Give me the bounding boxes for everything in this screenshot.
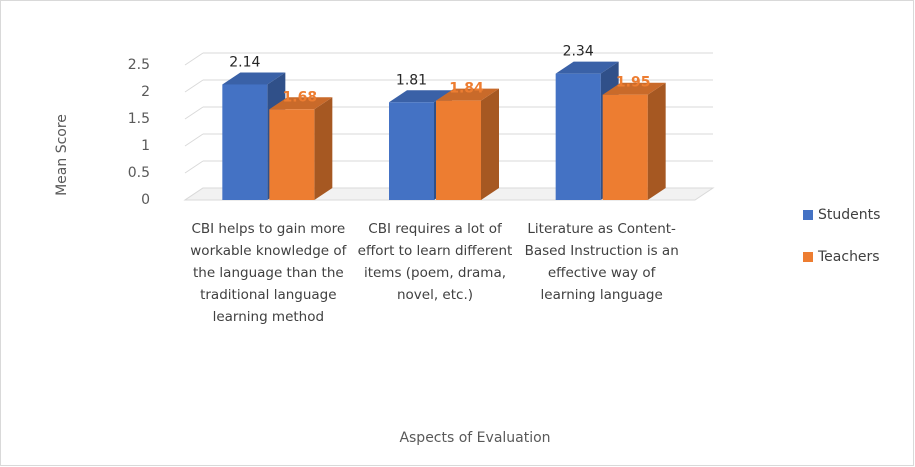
data-label: 1.95 (616, 75, 651, 91)
bar (222, 84, 268, 200)
legend-label: Teachers (817, 249, 880, 265)
bar (555, 73, 601, 200)
bar-top (555, 61, 619, 74)
y-tick-label: 2 (141, 84, 150, 100)
data-label: 2.14 (229, 54, 260, 70)
x-tick-label: CBI requires a lot of effort to learn di… (357, 221, 513, 303)
data-label: 2.34 (563, 44, 594, 60)
bar-top (222, 72, 286, 85)
grid-line-side (184, 133, 204, 147)
x-tick-label: Literature as Content-Based Instruction … (524, 221, 679, 303)
legend-swatch (803, 252, 813, 262)
data-label: 1.68 (283, 89, 318, 105)
bar (602, 94, 648, 200)
y-tick-label: 1 (141, 138, 150, 154)
bar (436, 100, 481, 200)
x-tick-label: CBI helps to gain more workable knowledg… (190, 221, 347, 325)
bar-top (269, 97, 333, 110)
y-axis-title: Mean Score (54, 114, 70, 196)
grid-line-side (184, 79, 204, 93)
bar-side (314, 97, 333, 200)
bar (389, 102, 434, 200)
y-tick-label: 0 (141, 192, 150, 208)
legend-label: Students (818, 207, 880, 223)
bar (269, 109, 315, 200)
data-label: 1.81 (396, 72, 427, 88)
x-axis-title: Aspects of Evaluation (399, 430, 550, 446)
grid-line-side (184, 52, 204, 66)
bar-top (602, 82, 666, 95)
bar-side (647, 82, 666, 200)
y-tick-label: 2.5 (128, 57, 150, 73)
bar-side (481, 88, 499, 200)
legend-swatch (803, 210, 813, 220)
grid-line-side (184, 106, 204, 120)
y-tick-label: 1.5 (128, 111, 150, 127)
y-tick-label: 0.5 (128, 165, 150, 181)
data-label: 1.84 (449, 81, 484, 97)
bar-top (389, 90, 452, 103)
bar-top (436, 88, 499, 101)
grid-line-side (184, 160, 204, 174)
